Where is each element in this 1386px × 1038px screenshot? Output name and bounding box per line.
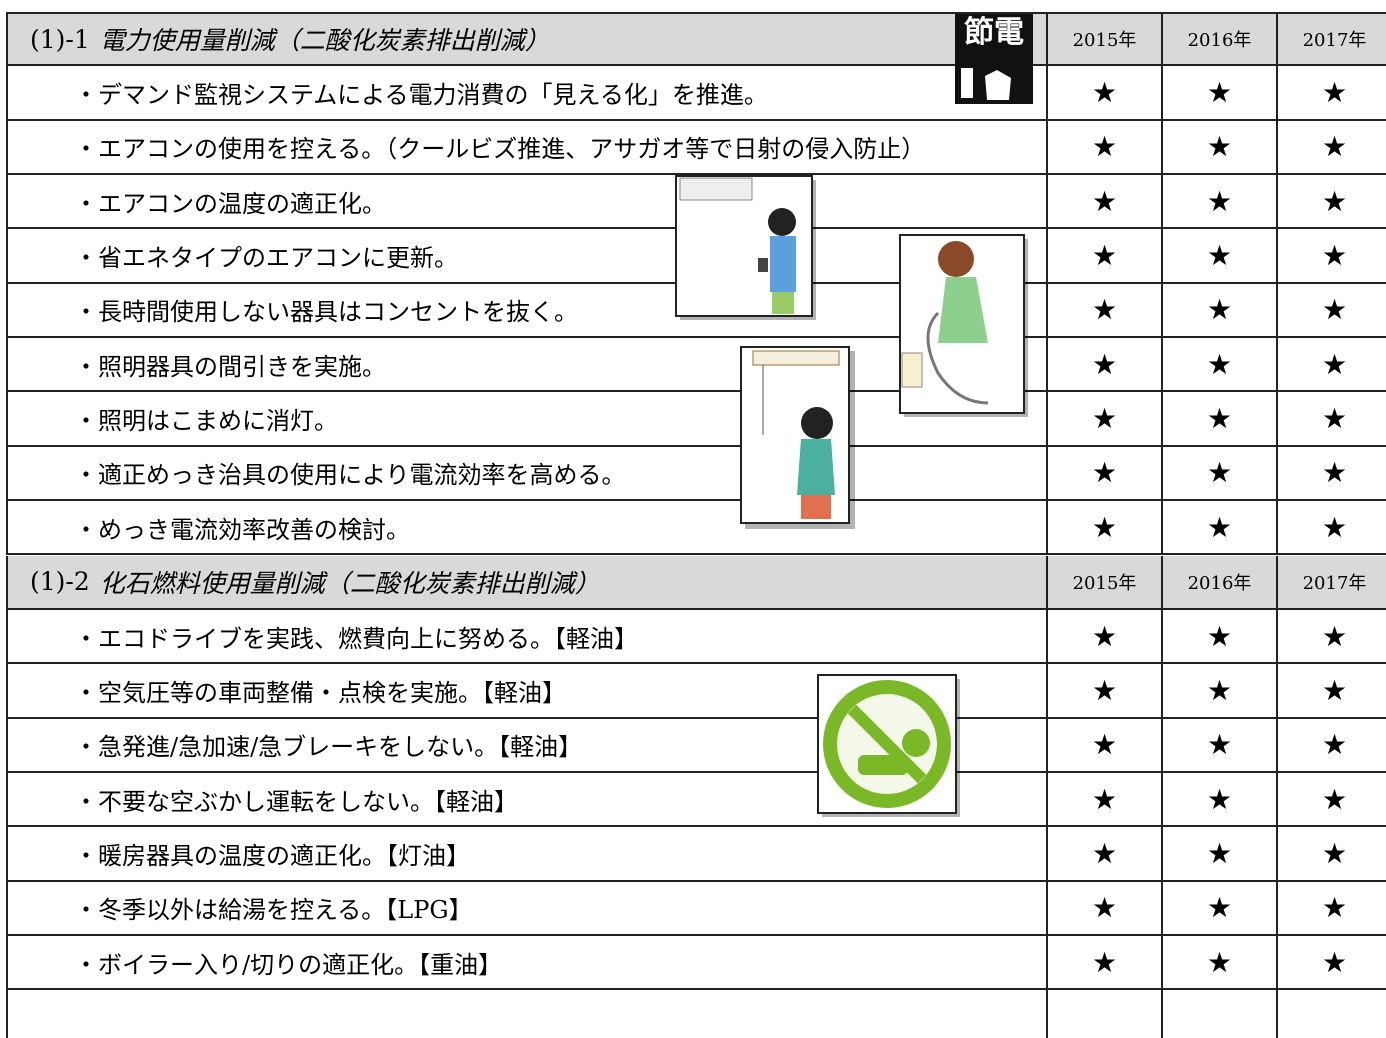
- section-header: (1)-2 化石燃料使用量削減（二酸化炭素排出削減）: [6, 555, 1048, 610]
- star-mark: ★: [1163, 392, 1278, 447]
- empty-cell: [1163, 990, 1278, 1038]
- star-mark: ★: [1048, 935, 1163, 991]
- star-mark: ★: [1163, 229, 1278, 284]
- star-mark: ★: [1048, 120, 1163, 176]
- section-title: 化石燃料使用量削減（二酸化炭素排出削減）: [99, 568, 600, 598]
- star-mark: ★: [1278, 773, 1386, 828]
- year-header: 2015年: [1048, 555, 1163, 610]
- star-mark: ★: [1278, 610, 1386, 665]
- item-text: ・長時間使用しない器具はコンセントを抜く。: [6, 283, 1048, 339]
- star-mark: ★: [1048, 66, 1163, 121]
- star-mark: ★: [1048, 718, 1163, 773]
- star-mark: ★: [1163, 175, 1278, 230]
- item-text: ・不要な空ぶかし運転をしない。【軽油】: [6, 772, 1048, 828]
- aircon-illustration: [675, 175, 816, 320]
- item-text: ・省エネタイプのエアコンに更新。: [6, 229, 1048, 284]
- star-mark: ★: [1048, 446, 1163, 502]
- star-mark: ★: [1163, 935, 1278, 991]
- item-text: ・めっき電流効率改善の検討。: [6, 501, 1048, 556]
- outlet-illustration: [899, 234, 1028, 417]
- star-mark: ★: [1278, 338, 1386, 393]
- star-mark: ★: [1048, 229, 1163, 284]
- section-number: (1)-2: [30, 567, 90, 597]
- star-mark: ★: [1278, 882, 1386, 936]
- item-text: ・照明はこまめに消灯。: [6, 392, 1048, 447]
- star-mark: ★: [1278, 827, 1386, 882]
- star-mark: ★: [1278, 121, 1386, 176]
- year-header: 2016年: [1163, 12, 1278, 67]
- item-text: ・冬季以外は給湯を控える。【LPG】: [6, 881, 1048, 936]
- star-mark: ★: [1278, 229, 1386, 284]
- star-mark: ★: [1163, 881, 1278, 936]
- star-mark: ★: [1163, 120, 1278, 176]
- star-mark: ★: [1278, 447, 1386, 502]
- no-idling-illustration: [817, 674, 960, 817]
- empty-cell: [1048, 990, 1163, 1038]
- setsuden-icon: 節電: [955, 14, 1033, 104]
- item-text: ・適正めっき治具の使用により電流効率を高める。: [6, 446, 1048, 502]
- item-text: ・デマンド監視システムによる電力消費の「見える化」を推進。: [6, 66, 1048, 121]
- light-illustration: [740, 346, 855, 529]
- star-mark: ★: [1163, 446, 1278, 502]
- star-mark: ★: [1278, 501, 1386, 556]
- empty-cell: [1278, 990, 1386, 1038]
- star-mark: ★: [1163, 772, 1278, 828]
- star-mark: ★: [1163, 664, 1278, 719]
- icon-text: 節電: [964, 15, 1024, 50]
- star-mark: ★: [1048, 609, 1163, 665]
- star-mark: ★: [1048, 501, 1163, 556]
- item-text: ・照明器具の間引きを実施。: [6, 338, 1048, 393]
- star-mark: ★: [1278, 284, 1386, 339]
- section-number: (1)-1: [30, 24, 90, 54]
- year-header: 2017年: [1278, 12, 1386, 67]
- year-header: 2015年: [1048, 12, 1163, 67]
- star-mark: ★: [1048, 881, 1163, 936]
- year-header: 2017年: [1278, 555, 1386, 610]
- star-mark: ★: [1163, 338, 1278, 393]
- item-text: ・エコドライブを実践、燃費向上に努める。【軽油】: [6, 609, 1048, 665]
- item-text: ・ボイラー入り/切りの適正化。【重油】: [6, 935, 1048, 991]
- star-mark: ★: [1278, 664, 1386, 719]
- star-mark: ★: [1048, 338, 1163, 393]
- item-text: ・暖房器具の温度の適正化。【灯油】: [6, 827, 1048, 882]
- star-mark: ★: [1048, 772, 1163, 828]
- section-header: (1)-1 電力使用量削減（二酸化炭素排出削減）: [6, 12, 1048, 67]
- star-mark: ★: [1163, 609, 1278, 665]
- star-mark: ★: [1278, 392, 1386, 447]
- section-title: 電力使用量削減（二酸化炭素排出削減）: [99, 26, 550, 56]
- star-mark: ★: [1048, 175, 1163, 230]
- item-text: ・空気圧等の車両整備・点検を実施。【軽油】: [6, 664, 1048, 719]
- star-mark: ★: [1163, 718, 1278, 773]
- item-text: ・急発進/急加速/急ブレーキをしない。【軽油】: [6, 718, 1048, 773]
- star-mark: ★: [1163, 283, 1278, 339]
- star-mark: ★: [1278, 719, 1386, 773]
- star-mark: ★: [1278, 66, 1386, 121]
- star-mark: ★: [1048, 283, 1163, 339]
- star-mark: ★: [1048, 664, 1163, 719]
- empty-cell: [6, 990, 1048, 1038]
- year-header: 2016年: [1163, 555, 1278, 610]
- item-text: ・エアコンの温度の適正化。: [6, 175, 1048, 230]
- star-mark: ★: [1163, 66, 1278, 121]
- star-mark: ★: [1163, 827, 1278, 882]
- star-mark: ★: [1278, 175, 1386, 230]
- star-mark: ★: [1048, 392, 1163, 447]
- star-mark: ★: [1278, 936, 1386, 991]
- star-mark: ★: [1048, 827, 1163, 882]
- item-text: ・エアコンの使用を控える。（クールビズ推進、アサガオ等で日射の侵入防止）: [6, 120, 1048, 176]
- star-mark: ★: [1163, 501, 1278, 556]
